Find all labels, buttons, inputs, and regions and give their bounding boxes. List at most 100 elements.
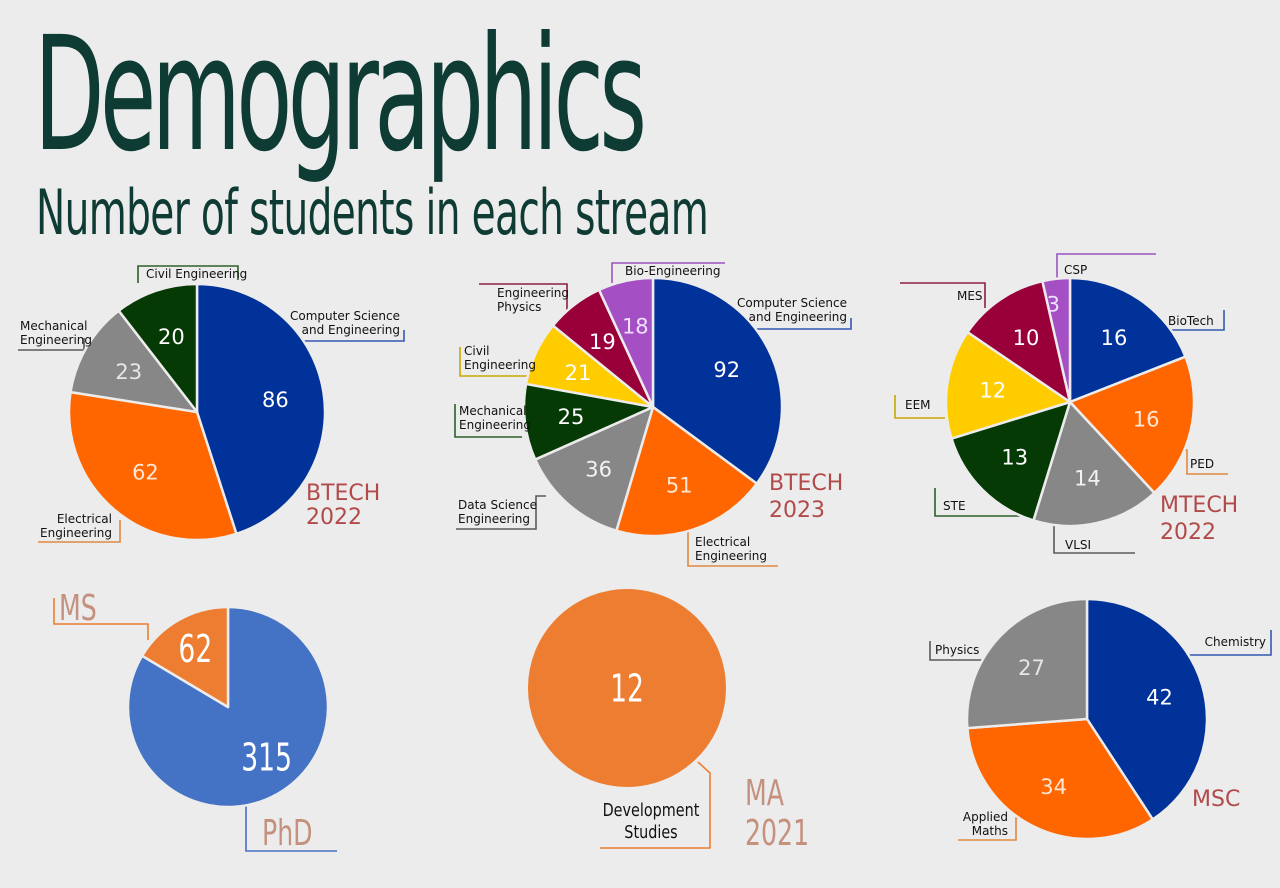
category-label-mechanical-engineering: Mechanical Engineering [20, 319, 92, 347]
pie-slice-development-studies [526, 587, 728, 789]
category-label-mechanical-engineering: Mechanical Engineering [459, 404, 531, 432]
pie-slice-data-science-engineering [533, 405, 655, 532]
pie-slice-computer-science-and-engineering [651, 276, 784, 485]
chart-title-btech2022: BTECH 2022 [306, 481, 380, 530]
value-label: 62 [132, 461, 159, 485]
leader-line-csp [1056, 253, 1156, 282]
category-label-bio-engineering: Bio-Engineering [625, 264, 720, 278]
leader-line-eem [894, 395, 945, 419]
value-label: 62 [178, 627, 212, 671]
pie-slice-mes [966, 279, 1072, 404]
category-label-biotech: BioTech [1168, 314, 1214, 328]
leader-line-vlsi [1053, 525, 1135, 554]
chart-title-mtech2022: MTECH 2022 [1160, 493, 1238, 545]
pie-slice-computer-science-and-engineering [195, 282, 327, 536]
value-label: 10 [1013, 326, 1040, 350]
pie-chart-phd: 315 62 MS PhD [53, 588, 337, 855]
leader-line-computer-science-and-engineering [292, 330, 405, 342]
pie-chart-mtech-2022: 16 BioTech 16 PED 14 VLSI 13 STE 12 EEM 10 MES 3 CSP M… [894, 253, 1238, 554]
pie-slice-ped [1068, 355, 1196, 495]
value-label: 16 [1133, 408, 1160, 432]
pie-slice-csp [1041, 276, 1072, 404]
value-label: 27 [1018, 656, 1045, 680]
pie-slice-physics [965, 597, 1089, 730]
leader-line-development-studies [600, 761, 711, 849]
category-label-data-science-engineering: Data Science Engineering [458, 498, 537, 526]
value-label: 19 [589, 330, 616, 354]
leader-line-ms [53, 598, 149, 640]
category-label-eem: EEM [905, 398, 931, 412]
pie-chart-ma-2021: 12 Development Studies MA 2021 [526, 587, 809, 855]
value-label: 36 [585, 457, 612, 481]
leader-line-engineering-physics [479, 283, 568, 312]
leader-line-civil-engineering [137, 265, 239, 283]
value-label: 12 [979, 379, 1006, 403]
value-label: 92 [713, 358, 740, 382]
value-label: 315 [241, 736, 292, 780]
pie-chart-btech-2022: 86 Computer Science and Engineering 62 Elect… [18, 265, 405, 543]
leader-line-chemistry [1188, 630, 1272, 656]
category-label-chemistry: Chemistry [1205, 635, 1266, 649]
leader-line-computer-science-and-engineering [740, 318, 852, 330]
category-label-ste: STE [943, 499, 966, 513]
value-label: 3 [1047, 293, 1060, 317]
value-label: 12 [610, 667, 644, 711]
category-label-electrical-engineering: Electrical Engineering [40, 512, 112, 540]
category-label-csp: CSP [1064, 263, 1087, 277]
category-label-electrical-engineering: Electrical Engineering [695, 535, 767, 563]
category-label-ms: MS [59, 588, 97, 630]
category-label-ped: PED [1190, 457, 1214, 471]
pie-chart-btech-2023: 92 Computer Science and Engineering 51 Elect… [454, 262, 852, 567]
pie-slice-mechanical-engineering [69, 309, 199, 414]
value-label: 16 [1101, 326, 1128, 350]
pie-slice-ms [140, 605, 230, 709]
pie-slice-civil-engineering [117, 282, 199, 414]
value-label: 42 [1146, 686, 1173, 710]
pie-slice-electrical-engineering [67, 390, 238, 542]
pie-slice-mechanical-engineering [522, 382, 655, 461]
category-label-physics: Physics [935, 643, 979, 657]
page-subtitle: Number of students in each stream [36, 176, 709, 249]
leader-line-biotech [1163, 310, 1225, 331]
category-label-civil-engineering: Civil Engineering [146, 267, 247, 281]
category-label-development-studies: Development Studies [603, 799, 700, 842]
category-label-mes: MES [957, 289, 983, 303]
leader-line-civil-engineering [459, 347, 530, 377]
pie-slice-biotech [1068, 276, 1187, 404]
pie-slice-applied-maths [966, 717, 1154, 841]
pie-slice-electrical-engineering [615, 405, 759, 538]
value-label: 34 [1040, 775, 1067, 799]
pie-slice-vlsi [1032, 400, 1156, 528]
leader-line-mes [900, 282, 986, 308]
value-label: 23 [115, 360, 142, 384]
chart-title-ma2021: MA 2021 [745, 773, 809, 855]
category-label-computer-science-and-engineering: Computer Science and Engineering [290, 309, 400, 337]
leader-line-data-science-engineering [456, 495, 546, 530]
pie-chart-msc: 42 Chemistry 34 Applied Maths 27 Physics MSC [929, 597, 1272, 841]
pie-slice-bio-engineering [597, 276, 655, 409]
leader-line-bio-engineering [611, 262, 725, 283]
pie-slice-eem [944, 330, 1072, 440]
pie-slice-ste [950, 400, 1072, 522]
leader-line-ste [934, 488, 1025, 517]
category-label-computer-science-and-engineering: Computer Science and Engineering [737, 296, 847, 324]
value-label: 14 [1074, 467, 1101, 491]
value-label: 21 [565, 361, 592, 385]
value-label: 13 [1001, 446, 1028, 470]
chart-title-msc: MSC [1192, 787, 1240, 812]
value-label: 51 [666, 474, 693, 498]
leader-line-physics [929, 641, 1003, 661]
leader-line-mechanical-engineering [454, 404, 522, 438]
value-label: 20 [158, 325, 185, 349]
page-title: Demographics [34, 3, 647, 187]
value-label: 25 [558, 405, 585, 429]
category-label-engineering-physics: Engineering Physics [497, 286, 569, 314]
value-label: 86 [262, 388, 289, 412]
category-label-vlsi: VLSI [1065, 538, 1091, 552]
category-label-civil-engineering: Civil Engineering [464, 344, 536, 372]
chart-title-phd: PhD [262, 813, 313, 855]
chart-title-btech2023: BTECH 2023 [769, 471, 843, 523]
leader-line-phd [245, 806, 337, 852]
leader-line-electrical-engineering [38, 520, 121, 543]
